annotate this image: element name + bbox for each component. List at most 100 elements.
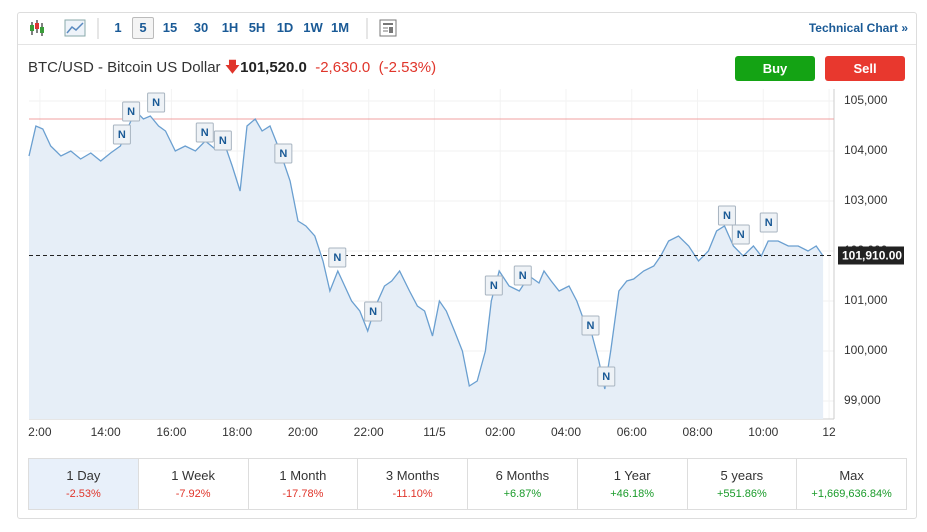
news-marker[interactable]: N: [112, 124, 131, 145]
news-marker-label: N: [219, 135, 227, 147]
news-marker[interactable]: N: [717, 205, 736, 226]
quote-header: BTC/USD - Bitcoin US Dollar 🡇101,520.0 -…: [28, 57, 436, 82]
news-marker-box: [122, 101, 141, 122]
news-marker-label: N: [519, 270, 527, 282]
period-tab[interactable]: 1 Day -2.53%: [29, 459, 139, 509]
period-label: 6 Months: [495, 468, 550, 483]
widget: 1 5 15 30 1H 5H 1D 1W 1M Technical Chart » BTC/U…: [17, 12, 917, 519]
technical-chart-link[interactable]: Technical Chart »: [808, 21, 908, 35]
news-marker-box: [484, 275, 503, 296]
buy-button[interactable]: Buy: [735, 56, 815, 81]
period-tabs: 1 Day -2.53% 1 Week -7.92% 1 Month -17.78% 3 M…: [28, 458, 907, 510]
period-change: -17.78%: [282, 488, 324, 500]
news-marker[interactable]: N: [759, 212, 778, 233]
y-tick-label: 103,000: [844, 193, 888, 207]
period-label: 1 Week: [171, 468, 216, 483]
period-change: +1,669,636.84%: [811, 488, 892, 500]
y-tick-label: 100,000: [844, 343, 888, 357]
settings-icon[interactable]: [378, 18, 398, 38]
price: 101,520.0: [240, 59, 307, 76]
y-tick-label: 99,000: [844, 393, 881, 407]
period-tab[interactable]: 6 Months +6.87%: [468, 459, 578, 509]
period-label: 5 years: [720, 468, 764, 483]
last-value-box: [838, 246, 904, 265]
news-marker-box: [328, 247, 347, 268]
period-label: 1 Month: [279, 468, 327, 483]
interval-button[interactable]: 1W: [303, 20, 323, 35]
news-marker[interactable]: N: [364, 301, 383, 322]
news-marker[interactable]: N: [213, 130, 232, 151]
x-tick-label: 04:00: [551, 425, 581, 439]
news-marker[interactable]: N: [581, 315, 600, 336]
last-value-label: 101,910.00: [842, 249, 902, 263]
news-marker-box: [195, 122, 214, 143]
area: [29, 111, 824, 419]
period-change: +46.18%: [610, 488, 654, 500]
news-marker-box: [717, 205, 736, 226]
news-marker-label: N: [333, 252, 341, 264]
toolbar: 1 5 15 30 1H 5H 1D 1W 1M Technical Chart »: [18, 13, 916, 45]
news-marker-label: N: [587, 320, 595, 332]
x-tick-label: 22:00: [354, 425, 384, 439]
change-pct: (-2.53%): [378, 59, 437, 76]
period-tab[interactable]: 1 Year +46.18%: [578, 459, 688, 509]
sell-button[interactable]: Sell: [825, 56, 905, 81]
news-marker[interactable]: N: [122, 101, 141, 122]
period-change: -2.53%: [65, 488, 101, 500]
news-marker-box: [364, 301, 383, 322]
period-tab[interactable]: 1 Month -17.78%: [249, 459, 359, 509]
x-tick-label: 12: [822, 425, 836, 439]
news-marker-label: N: [152, 97, 160, 109]
y-tick-label: 101,000: [844, 293, 888, 307]
news-marker[interactable]: N: [597, 366, 616, 387]
interval-button[interactable]: 5H: [248, 20, 266, 35]
interval-button[interactable]: 5: [132, 17, 154, 39]
news-marker[interactable]: N: [147, 92, 166, 113]
line: [28, 109, 824, 390]
news-marker-label: N: [723, 210, 731, 222]
news-marker[interactable]: N: [195, 122, 214, 143]
period-change: -7.92%: [175, 488, 211, 500]
news-marker-label: N: [127, 106, 135, 118]
toolbar-icons: [30, 18, 368, 39]
news-marker[interactable]: N: [513, 265, 532, 286]
period-tab[interactable]: 3 Months -11.10%: [358, 459, 468, 509]
y-tick-label: 104,000: [844, 143, 888, 157]
news-marker-label: N: [602, 371, 610, 383]
interval-button[interactable]: 15: [162, 20, 178, 35]
news-marker[interactable]: N: [328, 247, 347, 268]
y-tick-label: 105,000: [844, 93, 888, 107]
period-change: -11.10%: [392, 488, 433, 500]
news-marker[interactable]: N: [484, 275, 503, 296]
symbol: BTC/USD - Bitcoin US Dollar: [28, 59, 221, 76]
interval-button[interactable]: 1D: [276, 20, 294, 35]
x-tick-label: 06:00: [617, 425, 647, 439]
period-label: 1 Year: [613, 468, 651, 483]
news-marker[interactable]: N: [731, 224, 750, 245]
interval-button[interactable]: 30: [193, 20, 209, 35]
news-marker-box: [147, 92, 166, 113]
interval-button[interactable]: 1H: [221, 20, 239, 35]
x-tick-label: 08:00: [683, 425, 713, 439]
period-change: +551.86%: [716, 488, 767, 500]
news-marker-label: N: [737, 229, 745, 241]
news-marker-label: N: [765, 217, 773, 229]
news-marker-box: [513, 265, 532, 286]
news-marker-label: N: [490, 280, 498, 292]
interval-button[interactable]: 1: [114, 20, 122, 35]
news-marker-box: [213, 130, 232, 151]
down-arrow: 🡇: [224, 59, 241, 76]
x-tick-label: 20:00: [288, 425, 318, 439]
news-marker-label: N: [369, 306, 377, 318]
period-tab[interactable]: 1 Week -7.92%: [139, 459, 249, 509]
interval-button[interactable]: 1M: [330, 20, 350, 35]
period-label: Max: [839, 468, 864, 483]
news-marker-label: N: [118, 129, 126, 141]
news-marker-box: [597, 366, 616, 387]
period-tab[interactable]: Max +1,669,636.84%: [797, 459, 906, 509]
chart: Investing.com99,000100,000101,000102,000…: [28, 89, 904, 439]
period-tab[interactable]: 5 years +551.86%: [688, 459, 798, 509]
news-marker[interactable]: N: [274, 143, 293, 164]
news-marker-box: [274, 143, 293, 164]
